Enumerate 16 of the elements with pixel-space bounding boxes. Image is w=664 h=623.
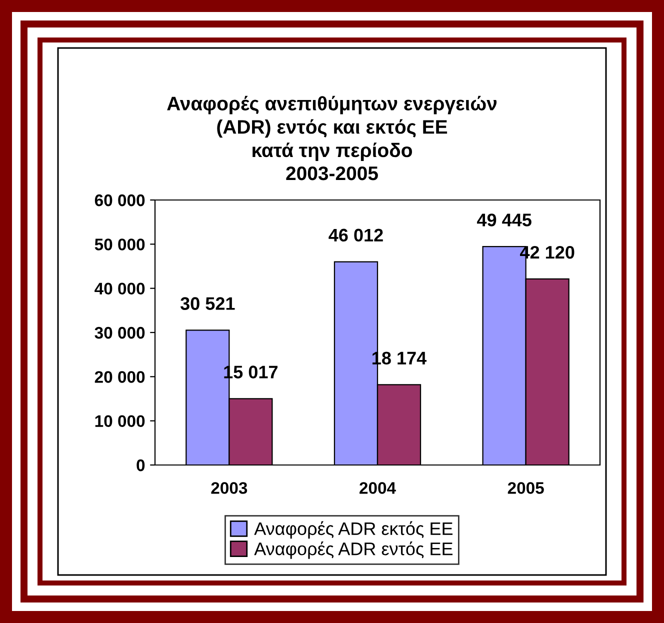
x-tick-label: 2003 (211, 482, 248, 494)
data-label: 49 445 (476, 214, 532, 226)
y-tick-label: 0 (136, 459, 145, 472)
x-tick-label: 2004 (360, 482, 396, 494)
y-tick-label: 10 000 (95, 415, 145, 428)
y-tick-label: 20 000 (94, 371, 145, 383)
y-tick-label: 30 000 (94, 326, 145, 339)
y-tick-label: 50 000 (94, 238, 145, 250)
data-label: 46 012 (328, 228, 383, 242)
y-tick-label: 60 000 (94, 194, 145, 206)
data-label: 30 521 (180, 297, 235, 310)
y-tick-label: 40 000 (94, 282, 145, 295)
legend-label: Αναφορές ADR εκτός ΕΕ (254, 521, 453, 539)
x-tick-label: 2005 (508, 482, 544, 494)
legend-label: Αναφορές ADR εντός ΕΕ (254, 541, 453, 559)
chart-title: Αναφορές ανεπιθύμητων ενεργειών (ADR) εντός και εκτός ΕΕ κατά την περίοδο 2003-2005 (167, 96, 497, 180)
